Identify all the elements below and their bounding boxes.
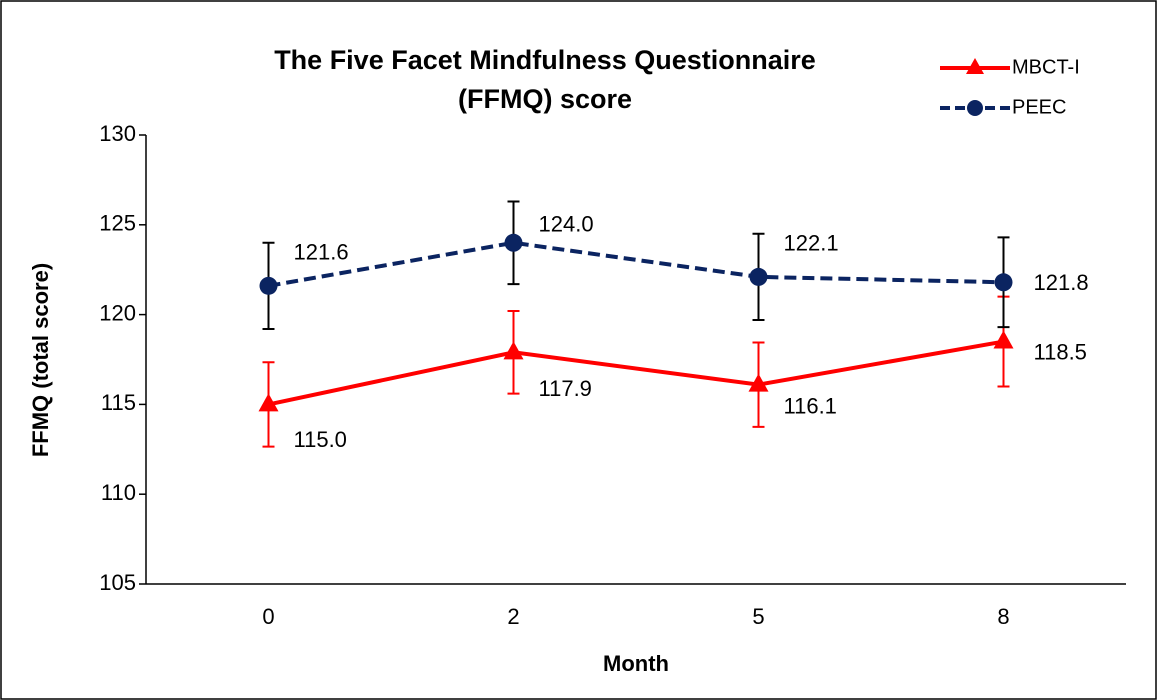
marker bbox=[994, 273, 1013, 292]
data-label: 121.8 bbox=[1034, 270, 1089, 295]
x-tick-label: 5 bbox=[752, 604, 764, 629]
y-tick-label: 110 bbox=[101, 480, 136, 505]
legend-marker bbox=[966, 58, 984, 74]
y-tick-label: 120 bbox=[99, 300, 136, 325]
data-label: 115.0 bbox=[294, 427, 347, 452]
marker bbox=[259, 276, 278, 295]
y-tick-label: 115 bbox=[101, 390, 136, 415]
x-tick-label: 8 bbox=[997, 604, 1009, 629]
marker bbox=[258, 393, 279, 412]
marker bbox=[504, 233, 523, 252]
marker bbox=[748, 373, 769, 392]
y-tick-label: 105 bbox=[99, 570, 136, 595]
y-tick-label: 130 bbox=[99, 121, 136, 146]
y-axis-label: FFMQ (total score) bbox=[28, 263, 53, 457]
y-tick-label: 125 bbox=[99, 211, 136, 236]
chart-title: (FFMQ) score bbox=[458, 84, 632, 114]
data-label: 118.5 bbox=[1034, 339, 1087, 364]
x-tick-label: 2 bbox=[507, 604, 519, 629]
chart-title: The Five Facet Mindfulness Questionnaire bbox=[274, 45, 816, 75]
marker bbox=[993, 330, 1014, 349]
data-label: 116.1 bbox=[784, 393, 837, 418]
marker bbox=[749, 267, 768, 286]
x-tick-label: 0 bbox=[262, 604, 274, 629]
data-label: 121.6 bbox=[294, 240, 349, 265]
legend-label: MBCT-I bbox=[1012, 56, 1080, 78]
data-label: 122.1 bbox=[784, 231, 839, 256]
legend-label: PEEC bbox=[1012, 96, 1066, 118]
series-line bbox=[268, 240, 1004, 288]
data-label: 124.0 bbox=[539, 212, 594, 237]
series-line bbox=[268, 339, 1004, 407]
legend-marker bbox=[967, 100, 983, 116]
x-axis-label: Month bbox=[603, 651, 669, 676]
marker bbox=[503, 341, 524, 360]
data-label: 117.9 bbox=[539, 376, 592, 401]
